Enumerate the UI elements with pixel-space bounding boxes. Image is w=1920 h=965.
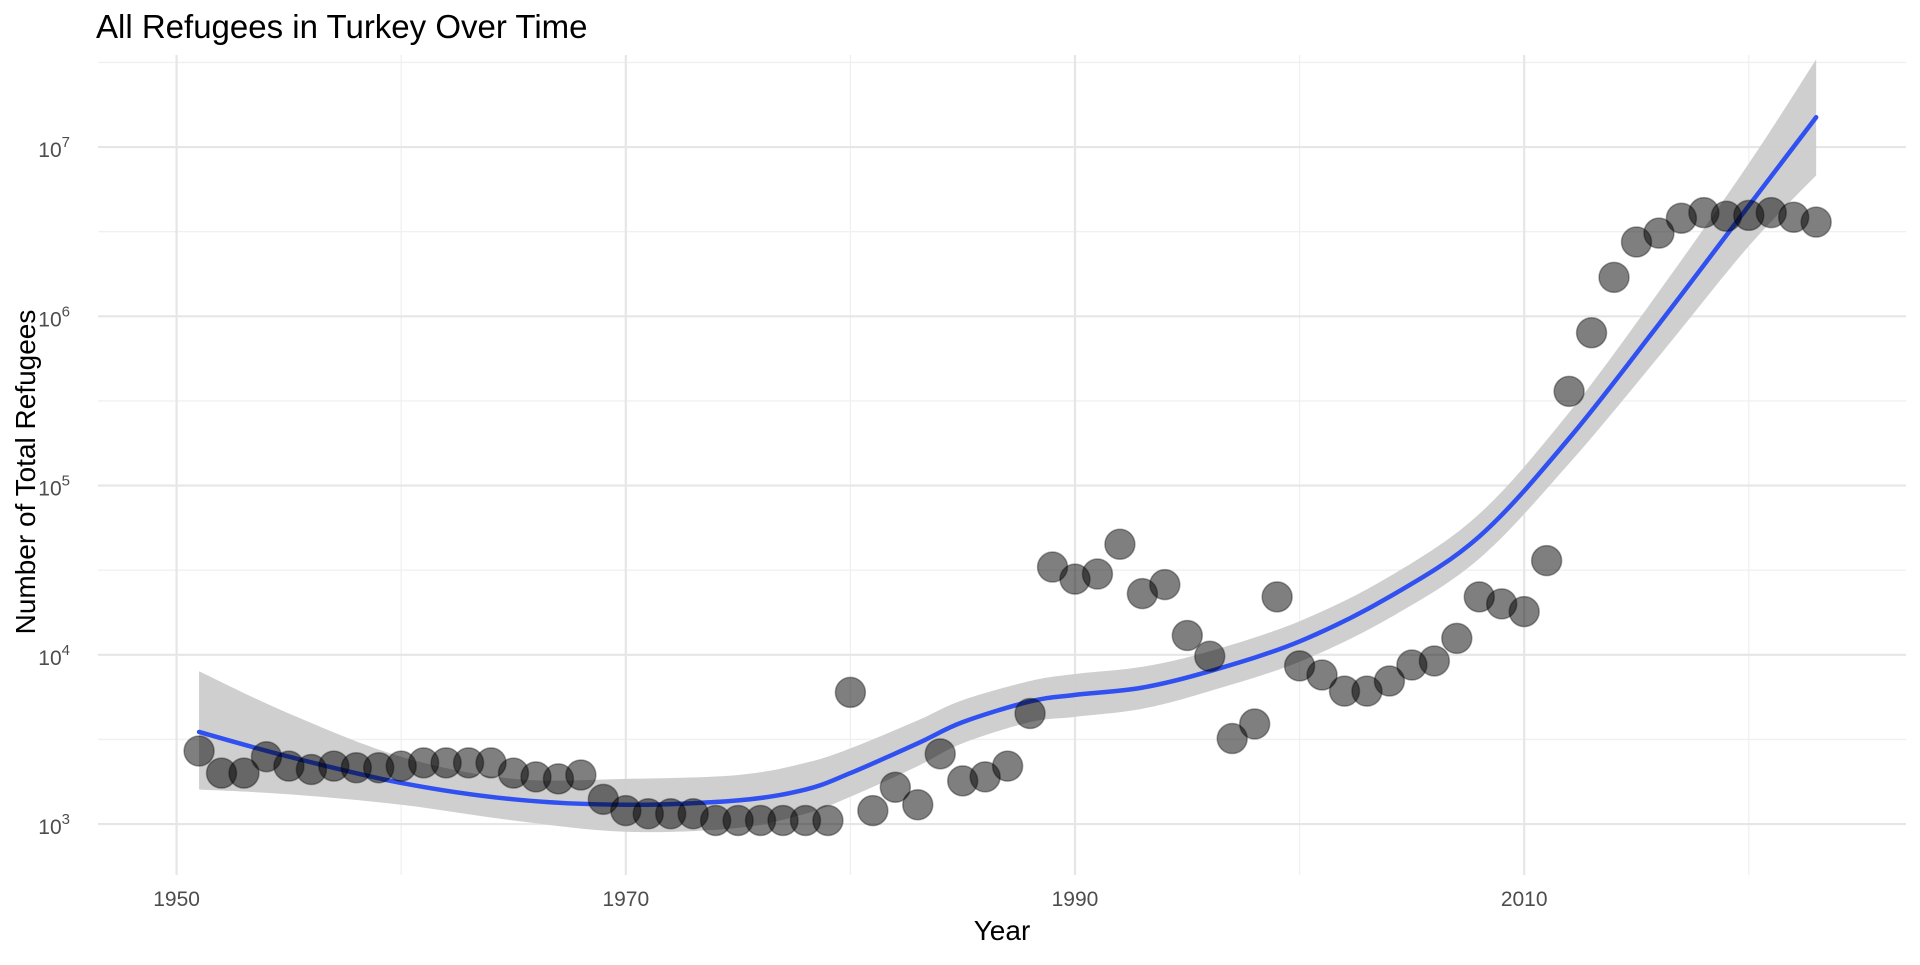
y-tick-label: 104 <box>38 642 70 670</box>
data-point <box>565 759 597 791</box>
data-point <box>1104 528 1136 561</box>
y-tick-label: 106 <box>38 303 70 331</box>
data-point <box>1441 622 1473 655</box>
x-tick-label: 1970 <box>602 888 649 911</box>
data-point <box>1261 581 1293 613</box>
data-point <box>1575 316 1608 349</box>
data-point <box>834 676 867 709</box>
data-point <box>1149 568 1181 601</box>
data-point <box>991 750 1024 782</box>
data-point <box>1373 665 1406 697</box>
y-axis-title: Number of Total Refugees <box>10 310 41 635</box>
minor-gridlines <box>98 55 1906 875</box>
data-point <box>902 789 934 821</box>
data-points <box>183 196 1832 837</box>
data-point <box>1418 645 1451 677</box>
data-point <box>1508 595 1540 628</box>
data-point <box>1598 261 1630 294</box>
data-point <box>857 794 889 827</box>
smooth-line-layer <box>196 115 1819 808</box>
x-axis-ticks: 1950 1970 1990 2010 <box>153 888 1547 911</box>
x-tick-label: 2010 <box>1501 888 1548 911</box>
data-point <box>1530 544 1563 577</box>
data-point <box>879 771 912 803</box>
data-point <box>1306 659 1338 691</box>
y-axis-ticks: 103 104 105 106 107 <box>38 134 70 839</box>
data-point <box>1553 375 1585 408</box>
data-point <box>1238 708 1271 740</box>
y-tick-label: 107 <box>38 134 70 162</box>
chart-title: All Refugees in Turkey Over Time <box>96 8 588 45</box>
y-tick-label: 103 <box>38 811 70 839</box>
smooth-trend-line <box>196 115 1819 808</box>
data-point <box>228 757 260 789</box>
confidence-band <box>199 59 1817 833</box>
data-point <box>183 735 215 767</box>
data-point <box>1800 206 1832 238</box>
data-point <box>924 738 956 770</box>
x-tick-label: 1990 <box>1052 888 1099 911</box>
data-point <box>812 804 844 837</box>
data-point <box>1643 217 1675 249</box>
x-tick-label: 1950 <box>153 888 200 911</box>
data-point <box>1014 697 1046 730</box>
data-point <box>1171 619 1204 652</box>
data-point <box>1216 722 1248 755</box>
data-point <box>1081 558 1114 590</box>
x-axis-title: Year <box>974 915 1031 946</box>
confidence-band-layer <box>199 59 1817 833</box>
y-tick-label: 105 <box>38 473 70 501</box>
data-point <box>1194 640 1226 673</box>
major-gridlines <box>98 55 1906 875</box>
